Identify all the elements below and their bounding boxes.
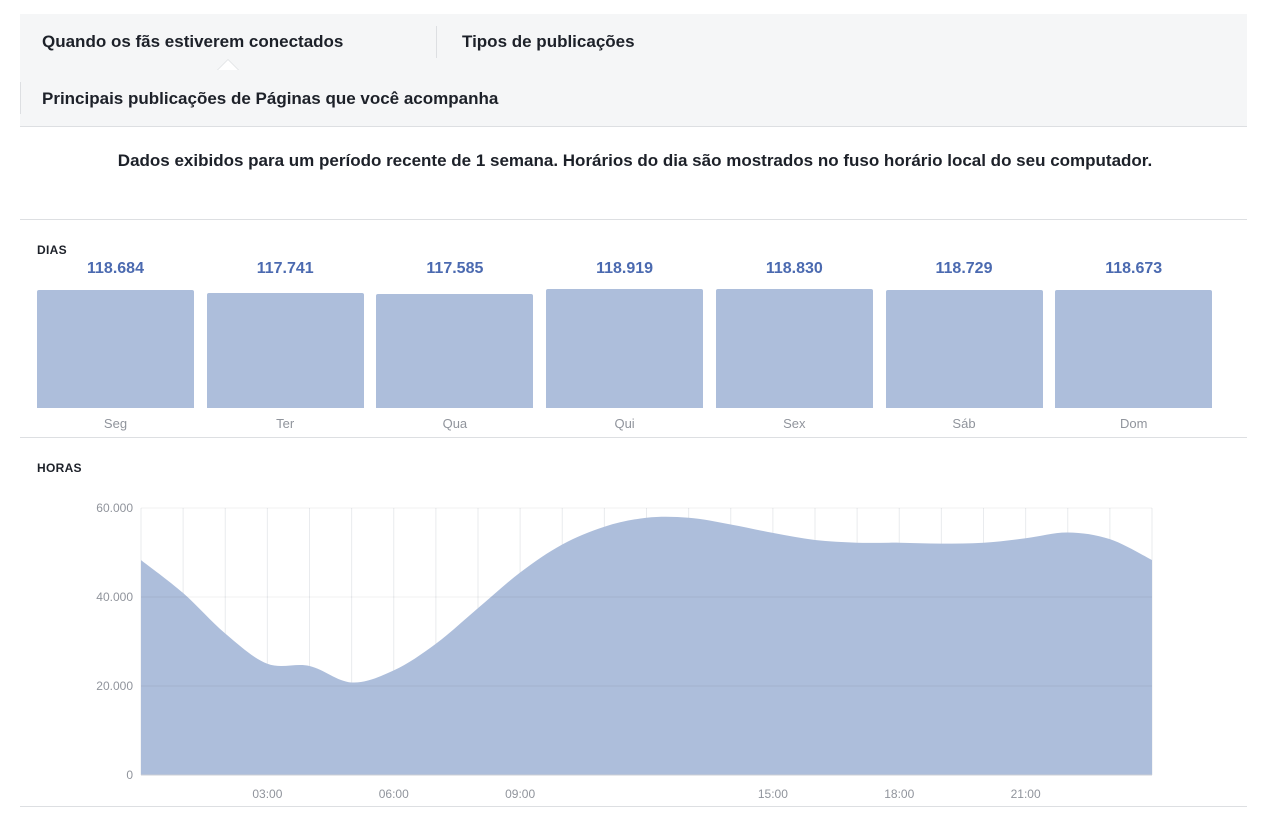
- day-bar[interactable]: [376, 294, 534, 408]
- day-tick-label: Sex: [783, 416, 806, 431]
- divider: [20, 219, 1247, 220]
- x-tick-label: 15:00: [758, 787, 788, 801]
- day-bar[interactable]: [885, 290, 1043, 408]
- day-value-label: 118.684: [87, 260, 144, 277]
- day-value-label: 117.741: [256, 260, 314, 277]
- day-tick-label: Qua: [442, 416, 468, 431]
- days-section-label: DIAS: [37, 243, 67, 257]
- tab-divider: [20, 82, 21, 114]
- y-tick-label: 40.000: [96, 590, 133, 604]
- day-tick-label: Ter: [276, 416, 295, 431]
- x-tick-label: 06:00: [379, 787, 409, 801]
- day-bar[interactable]: [37, 290, 194, 408]
- tab-top-posts[interactable]: Principais publicações de Páginas que vo…: [42, 89, 499, 108]
- day-bar[interactable]: [546, 289, 704, 408]
- hours-section-label: HORAS: [37, 461, 82, 475]
- x-tick-label: 18:00: [884, 787, 914, 801]
- insights-tabs: Quando os fãs estiverem conectados Tipos…: [20, 14, 1247, 127]
- tab-post-types[interactable]: Tipos de publicações: [462, 32, 635, 51]
- y-tick-label: 0: [126, 768, 133, 782]
- divider: [20, 806, 1247, 807]
- x-tick-label: 03:00: [252, 787, 282, 801]
- tab-when-fans-online[interactable]: Quando os fãs estiverem conectados: [42, 32, 344, 51]
- day-value-label: 118.729: [935, 260, 993, 277]
- day-value-label: 118.830: [765, 260, 823, 277]
- day-bar[interactable]: [1055, 290, 1213, 408]
- day-value-label: 118.919: [596, 260, 654, 277]
- day-tick-label: Seg: [103, 416, 128, 431]
- y-tick-label: 20.000: [96, 679, 133, 693]
- day-tick-label: Dom: [1119, 416, 1148, 431]
- day-value-label: 118.673: [1105, 260, 1163, 277]
- tab-divider: [436, 26, 437, 58]
- day-tick-label: Qui: [614, 416, 635, 431]
- period-notice: Dados exibidos para um período recente d…: [117, 151, 1153, 170]
- divider: [20, 437, 1247, 438]
- day-bar[interactable]: [206, 293, 364, 408]
- y-tick-label: 60.000: [96, 501, 133, 515]
- active-tab-caret: [218, 60, 238, 70]
- x-tick-label: 09:00: [505, 787, 535, 801]
- day-tick-label: Sáb: [952, 416, 976, 431]
- day-bar[interactable]: [715, 289, 873, 408]
- x-tick-label: 21:00: [1011, 787, 1041, 801]
- day-value-label: 117.585: [426, 260, 484, 277]
- hours-area-series[interactable]: [141, 516, 1152, 775]
- hours-area-chart: 0 20.000 40.000 60.000 03:00 06:00 09:00 15:00 1…: [96, 501, 1153, 801]
